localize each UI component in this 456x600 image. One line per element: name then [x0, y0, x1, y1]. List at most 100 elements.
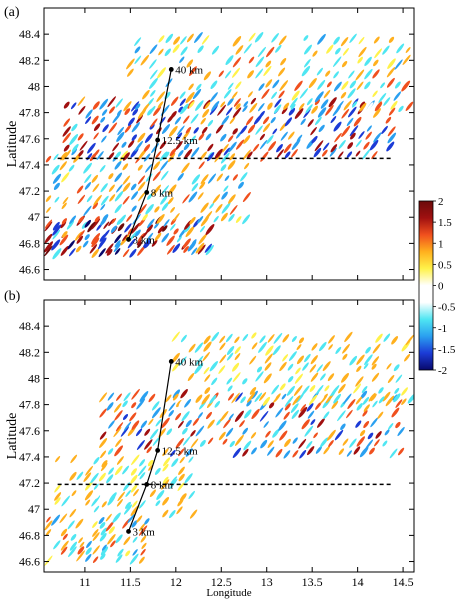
- wave-streak: [131, 420, 140, 430]
- wave-streak: [69, 215, 77, 225]
- wave-streak: [123, 504, 133, 515]
- wave-streak: [259, 110, 265, 118]
- wave-streak: [117, 223, 125, 232]
- wave-streak: [60, 540, 69, 551]
- wave-streak: [273, 332, 283, 344]
- wave-streak: [279, 122, 287, 132]
- wave-streak: [214, 400, 221, 408]
- wave-streak: [60, 528, 68, 537]
- wave-streak: [145, 164, 152, 173]
- wave-streak: [158, 48, 164, 56]
- wave-streak: [259, 139, 268, 150]
- y-tick-label: 48: [28, 371, 40, 385]
- wave-streak: [108, 106, 116, 114]
- wave-streak: [249, 355, 257, 365]
- wave-streak: [212, 194, 221, 204]
- wave-streak: [185, 226, 195, 238]
- x-tick-label: 11.5: [120, 575, 141, 589]
- wave-streak: [263, 421, 269, 428]
- wave-streak: [330, 116, 337, 124]
- wave-streak: [257, 102, 265, 112]
- wave-streak: [261, 88, 270, 100]
- wave-streak: [170, 476, 178, 485]
- wave-streak: [360, 390, 368, 399]
- wave-streak: [264, 362, 272, 371]
- wave-streak: [191, 183, 199, 192]
- wave-streak: [200, 117, 206, 125]
- wave-streak: [177, 149, 184, 157]
- wave-streak: [55, 455, 61, 463]
- wave-streak: [398, 105, 404, 113]
- wave-streak: [170, 206, 176, 213]
- wave-streak: [347, 142, 354, 150]
- wave-streak: [155, 419, 162, 427]
- y-tick-label: 47.6: [19, 424, 40, 438]
- wave-streak: [378, 396, 385, 404]
- wave-streak: [273, 393, 281, 403]
- wave-streak: [292, 450, 299, 458]
- wave-streak: [114, 233, 122, 244]
- wave-streak: [266, 46, 275, 58]
- wave-streak: [192, 88, 202, 100]
- wave-streak: [371, 151, 378, 160]
- wave-streak: [142, 213, 148, 221]
- wave-streak: [302, 362, 309, 371]
- depth-point: [144, 189, 150, 195]
- wave-streak: [244, 162, 250, 170]
- depth-point: [144, 481, 150, 487]
- wave-streak: [121, 141, 127, 148]
- wave-streak: [219, 335, 226, 344]
- wave-streak: [374, 48, 383, 59]
- wave-streak: [190, 113, 199, 124]
- wave-streak: [272, 376, 281, 387]
- wave-streak: [236, 139, 245, 150]
- wave-streak: [131, 122, 140, 133]
- wave-streak: [228, 194, 236, 204]
- wave-streak: [188, 101, 195, 109]
- wave-streak: [199, 439, 206, 447]
- wave-streak: [359, 102, 367, 112]
- wave-streak: [155, 457, 162, 464]
- x-tick-label: 12: [170, 575, 182, 589]
- wave-streak: [188, 66, 197, 76]
- wave-streak: [161, 124, 171, 134]
- depth-point: [155, 137, 161, 143]
- wave-streak: [246, 400, 252, 407]
- wave-streak: [210, 70, 219, 81]
- wave-streak: [45, 195, 52, 202]
- wave-streak: [151, 239, 158, 247]
- wave-streak: [167, 197, 174, 205]
- wave-streak: [355, 396, 363, 405]
- wave-streak: [356, 436, 365, 447]
- wave-streak: [219, 410, 229, 422]
- wave-streak: [169, 510, 176, 519]
- wave-streak: [182, 427, 188, 435]
- wave-streak: [251, 447, 257, 455]
- wave-streak: [168, 410, 174, 417]
- wave-streak: [196, 68, 204, 78]
- wave-streak: [113, 242, 122, 253]
- wave-streak: [349, 355, 358, 366]
- wave-streak: [175, 140, 183, 150]
- wave-streak: [295, 367, 301, 375]
- wave-streak: [218, 70, 224, 77]
- wave-streak: [232, 372, 241, 383]
- wave-streak: [181, 411, 190, 422]
- wave-streak: [252, 143, 260, 152]
- wave-streak: [243, 135, 251, 144]
- y-tick-label: 47.8: [19, 106, 40, 120]
- wave-streak: [238, 181, 244, 189]
- wave-streak: [306, 403, 314, 412]
- wave-streak: [154, 222, 160, 229]
- wave-streak: [248, 56, 255, 64]
- wave-streak: [52, 224, 62, 236]
- wave-streak: [116, 456, 124, 465]
- wave-streak: [114, 172, 123, 183]
- wave-streak: [193, 127, 199, 134]
- wave-streak: [142, 237, 151, 248]
- wave-streak: [340, 92, 347, 99]
- wave-streak: [246, 391, 256, 403]
- wave-streak: [52, 221, 60, 231]
- wave-streak: [191, 247, 198, 256]
- wave-streak: [317, 107, 327, 118]
